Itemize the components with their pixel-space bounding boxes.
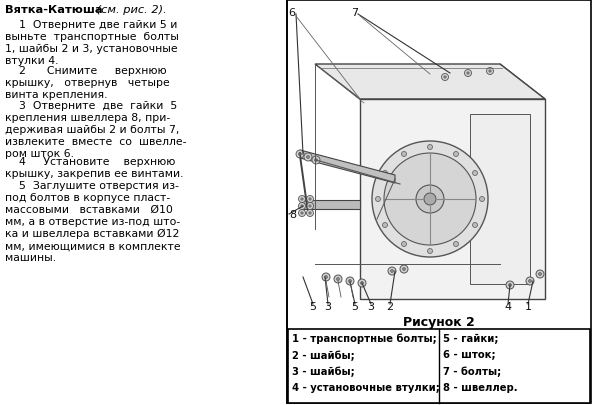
Circle shape: [324, 276, 327, 279]
Circle shape: [453, 152, 458, 157]
Polygon shape: [360, 100, 545, 299]
Text: 4     Установите    верхнюю
крышку, закрепив ее винтами.: 4 Установите верхнюю крышку, закрепив ее…: [5, 157, 184, 179]
Circle shape: [375, 197, 381, 202]
Circle shape: [401, 242, 407, 247]
Circle shape: [307, 156, 310, 159]
Text: 4 - установочные втулки;: 4 - установочные втулки;: [292, 383, 440, 392]
Text: 3: 3: [368, 301, 375, 311]
Polygon shape: [300, 151, 395, 183]
Bar: [470, 115, 530, 284]
Circle shape: [346, 277, 354, 285]
Circle shape: [400, 265, 408, 273]
Text: 7: 7: [352, 8, 359, 18]
Circle shape: [427, 249, 433, 254]
Circle shape: [309, 198, 311, 201]
Circle shape: [307, 210, 314, 217]
Polygon shape: [315, 65, 545, 100]
Circle shape: [314, 159, 317, 162]
Circle shape: [312, 157, 320, 164]
Text: 3  Отверните  две  гайки  5
крепления швеллера 8, при-
держивая шайбы 2 и болты : 3 Отверните две гайки 5 крепления швелле…: [5, 100, 186, 158]
Text: (см. рис. 2).: (см. рис. 2).: [93, 5, 167, 15]
Polygon shape: [500, 65, 545, 299]
Circle shape: [403, 268, 406, 271]
Text: 4: 4: [504, 301, 511, 311]
Circle shape: [480, 197, 484, 202]
Circle shape: [472, 223, 478, 228]
Text: 5 - гайки;: 5 - гайки;: [443, 333, 498, 343]
Circle shape: [509, 284, 511, 287]
Text: 5: 5: [310, 301, 317, 311]
Circle shape: [529, 280, 532, 283]
Circle shape: [298, 203, 305, 210]
Text: 5: 5: [352, 301, 359, 311]
Circle shape: [444, 77, 446, 79]
Bar: [287, 1, 591, 403]
Circle shape: [442, 74, 449, 81]
Circle shape: [301, 212, 303, 215]
Polygon shape: [300, 153, 307, 209]
Text: 6 - шток;: 6 - шток;: [443, 350, 496, 360]
Text: 6: 6: [288, 8, 295, 18]
Circle shape: [296, 151, 304, 159]
Bar: [288, 329, 590, 403]
Circle shape: [526, 277, 534, 285]
Circle shape: [424, 194, 436, 205]
Circle shape: [298, 196, 305, 203]
Circle shape: [307, 203, 314, 210]
Circle shape: [336, 278, 339, 281]
Circle shape: [334, 275, 342, 284]
Circle shape: [536, 270, 544, 278]
Text: 8: 8: [289, 209, 296, 220]
Circle shape: [301, 198, 303, 201]
Circle shape: [391, 270, 394, 273]
Text: Вятка-Катюша: Вятка-Катюша: [5, 5, 102, 15]
Circle shape: [309, 212, 311, 215]
Text: 3 - шайбы;: 3 - шайбы;: [292, 366, 355, 377]
Circle shape: [358, 279, 366, 287]
Circle shape: [388, 267, 396, 275]
Bar: [302, 200, 360, 209]
Circle shape: [309, 205, 311, 208]
Circle shape: [472, 171, 478, 176]
Text: 7 - болты;: 7 - болты;: [443, 366, 501, 377]
Circle shape: [489, 70, 491, 73]
Circle shape: [453, 242, 458, 247]
Circle shape: [384, 153, 476, 245]
Circle shape: [301, 205, 303, 208]
Circle shape: [349, 280, 352, 283]
Text: 2      Снимите     верхнюю
крышку,   отвернув   четыре
винта крепления.: 2 Снимите верхнюю крышку, отвернув четыр…: [5, 66, 170, 100]
Text: 1: 1: [525, 301, 532, 311]
Text: 2 - шайбы;: 2 - шайбы;: [292, 350, 355, 360]
Circle shape: [361, 282, 363, 285]
Circle shape: [307, 196, 314, 203]
Circle shape: [506, 281, 514, 289]
Text: 2: 2: [387, 301, 394, 311]
Circle shape: [298, 153, 301, 156]
Circle shape: [401, 152, 407, 157]
Circle shape: [416, 185, 444, 213]
Circle shape: [382, 223, 388, 228]
Circle shape: [382, 171, 388, 176]
Circle shape: [372, 142, 488, 257]
Circle shape: [539, 273, 542, 276]
Text: 1 - транспортные болты;: 1 - транспортные болты;: [292, 333, 437, 344]
Text: 1  Отверните две гайки 5 и
выньте  транспортные  болты
1, шайбы 2 и 3, установоч: 1 Отверните две гайки 5 и выньте транспо…: [5, 20, 179, 66]
Text: Рисунок 2: Рисунок 2: [403, 315, 475, 328]
Text: 5  Заглушите отверстия из-
под болтов в корпусе пласт-
массовыми   вставками   Ø: 5 Заглушите отверстия из- под болтов в к…: [5, 181, 181, 263]
Circle shape: [298, 210, 305, 217]
Circle shape: [465, 70, 471, 77]
Circle shape: [427, 145, 433, 150]
Text: 8 - швеллер.: 8 - швеллер.: [443, 383, 517, 392]
Text: 3: 3: [324, 301, 332, 311]
Circle shape: [487, 68, 494, 75]
Circle shape: [467, 72, 469, 75]
Circle shape: [304, 153, 312, 162]
Circle shape: [322, 273, 330, 281]
